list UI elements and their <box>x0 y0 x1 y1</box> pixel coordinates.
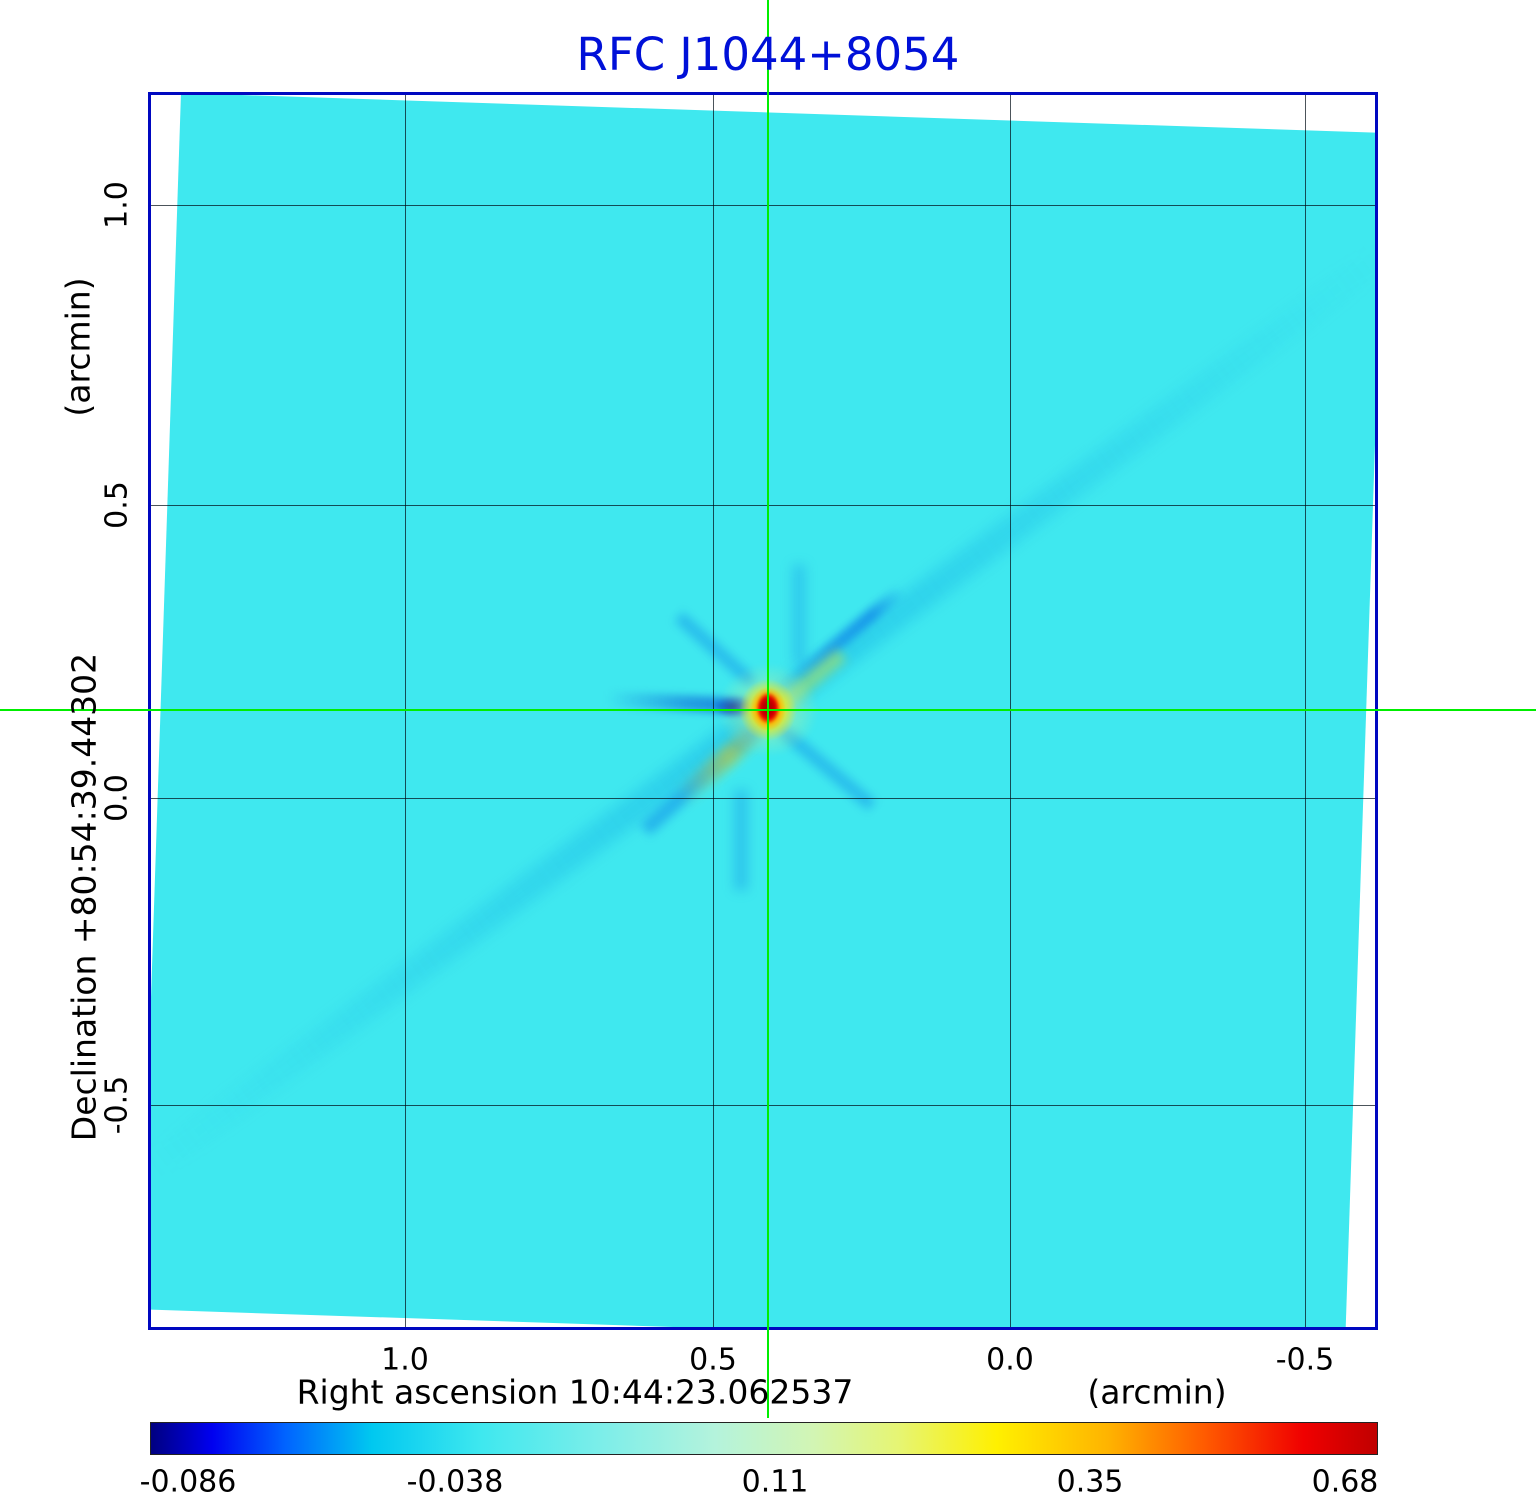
x-tick-label: 0.5 <box>689 1342 737 1378</box>
x-axis-label: Right ascension 10:44:23.062537 <box>296 1372 854 1412</box>
colorbar <box>150 1422 1378 1455</box>
plot-title: RFC J1044+8054 <box>576 28 960 81</box>
grid-line-vertical <box>405 95 406 1327</box>
grid-line-horizontal <box>151 505 1375 506</box>
sidelobe-streak-above <box>793 565 805 665</box>
y-tick-label: 0.5 <box>99 481 135 529</box>
sidelobe-streak-below <box>735 790 747 890</box>
y-tick-label: 1.0 <box>99 181 135 229</box>
plot-area <box>148 92 1378 1330</box>
grid-line-vertical <box>1010 95 1011 1327</box>
grid-line-vertical <box>1305 95 1306 1327</box>
colorbar-tick-label: -0.038 <box>406 1464 504 1500</box>
colorbar-tick-label: 0.35 <box>1056 1464 1124 1500</box>
grid-line-horizontal <box>151 1105 1375 1106</box>
colorbar-tick-label: 0.11 <box>741 1464 809 1500</box>
grid-line-horizontal <box>151 205 1375 206</box>
grid-line-horizontal <box>151 798 1375 799</box>
y-tick-label: 0.0 <box>99 774 135 822</box>
y-axis-label: Declination +80:54:39.44302 <box>64 652 104 1142</box>
x-tick-label: -0.5 <box>1275 1342 1335 1378</box>
grid-line-vertical <box>713 95 714 1327</box>
colorbar-tick-label: 0.68 <box>1311 1464 1379 1500</box>
y-tick-label: -0.5 <box>99 1075 135 1135</box>
y-axis-unit-label: (arcmin) <box>58 277 98 417</box>
colorbar-tick-label: -0.086 <box>139 1464 237 1500</box>
x-tick-label: 1.0 <box>381 1342 429 1378</box>
x-axis-unit-label: (arcmin) <box>1087 1372 1227 1412</box>
x-tick-label: 0.0 <box>986 1342 1034 1378</box>
crosshair-horizontal-line <box>0 709 1536 711</box>
colorbar-gradient <box>151 1423 1377 1454</box>
